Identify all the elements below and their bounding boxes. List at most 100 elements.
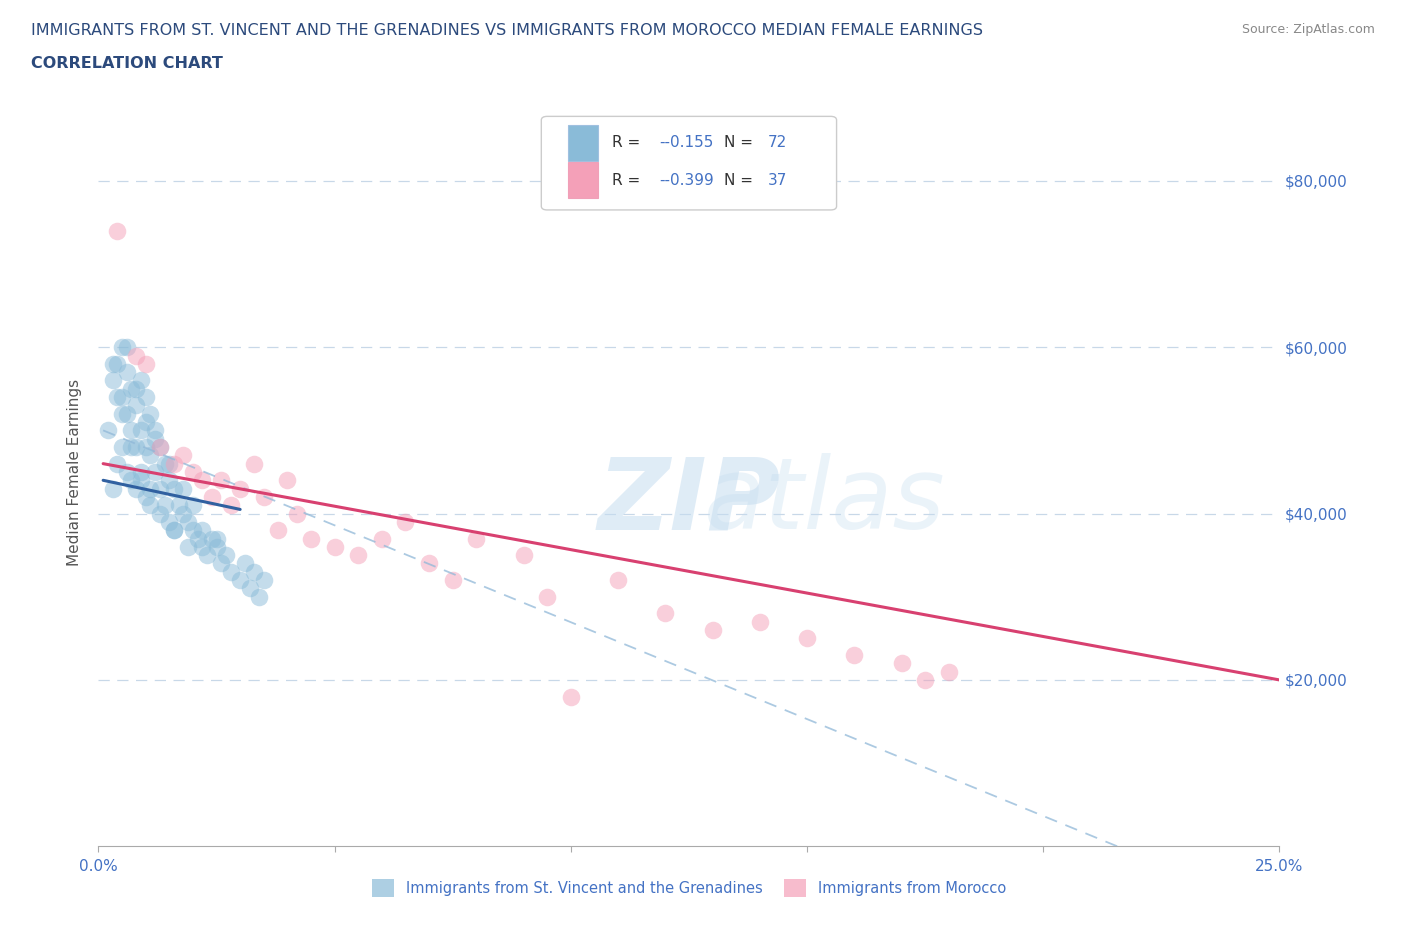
Point: [654, 606, 676, 621]
Point: [135, 356, 157, 371]
Point: [938, 664, 960, 679]
Point: [149, 440, 172, 455]
Point: [243, 457, 266, 472]
Point: [163, 523, 186, 538]
Point: [172, 506, 194, 521]
Point: [702, 622, 724, 637]
Point: [143, 432, 166, 446]
Point: [163, 481, 186, 496]
Text: --0.399: --0.399: [659, 172, 714, 188]
Point: [139, 406, 162, 421]
Point: [125, 481, 148, 496]
Point: [129, 423, 152, 438]
Point: [139, 448, 162, 463]
Point: [201, 531, 224, 546]
Point: [167, 498, 190, 512]
Point: [177, 514, 200, 529]
Point: [111, 440, 134, 455]
Text: IMMIGRANTS FROM ST. VINCENT AND THE GRENADINES VS IMMIGRANTS FROM MOROCCO MEDIAN: IMMIGRANTS FROM ST. VINCENT AND THE GREN…: [31, 23, 983, 38]
Point: [247, 590, 270, 604]
Point: [121, 423, 143, 438]
Point: [135, 390, 157, 405]
Point: [125, 398, 148, 413]
Point: [149, 440, 172, 455]
Point: [129, 373, 152, 388]
Point: [394, 514, 416, 529]
Point: [153, 457, 176, 472]
Point: [121, 381, 143, 396]
Point: [276, 472, 298, 487]
Point: [101, 373, 124, 388]
Point: [215, 548, 238, 563]
Point: [101, 356, 124, 371]
Point: [135, 489, 157, 504]
Point: [243, 565, 266, 579]
Point: [157, 514, 180, 529]
Point: [153, 498, 176, 512]
Point: [195, 548, 218, 563]
Point: [209, 472, 232, 487]
Point: [105, 223, 128, 238]
Point: [191, 472, 214, 487]
Point: [607, 573, 630, 588]
Text: ZIP: ZIP: [598, 454, 780, 551]
Point: [111, 406, 134, 421]
Text: R =: R =: [612, 172, 645, 188]
Point: [129, 472, 152, 487]
Point: [796, 631, 818, 645]
Point: [844, 647, 866, 662]
Point: [205, 539, 228, 554]
Point: [219, 498, 242, 512]
Point: [177, 539, 200, 554]
Point: [299, 531, 322, 546]
Point: [441, 573, 464, 588]
Point: [181, 523, 204, 538]
Y-axis label: Median Female Earnings: Median Female Earnings: [67, 379, 83, 565]
Point: [143, 423, 166, 438]
Point: [914, 672, 936, 687]
Point: [191, 539, 214, 554]
Point: [125, 440, 148, 455]
Point: [181, 498, 204, 512]
Point: [181, 465, 204, 480]
Text: N =: N =: [724, 135, 758, 150]
Point: [135, 440, 157, 455]
Point: [125, 381, 148, 396]
Point: [105, 457, 128, 472]
Point: [239, 581, 262, 596]
FancyBboxPatch shape: [568, 162, 598, 198]
Point: [115, 406, 138, 421]
Point: [163, 457, 186, 472]
Point: [157, 472, 180, 487]
Point: [209, 556, 232, 571]
FancyBboxPatch shape: [568, 125, 598, 161]
Point: [115, 465, 138, 480]
Point: [229, 573, 252, 588]
Point: [149, 481, 172, 496]
Point: [172, 481, 194, 496]
Point: [418, 556, 440, 571]
Point: [111, 390, 134, 405]
Point: [465, 531, 488, 546]
Point: [285, 506, 308, 521]
Point: [201, 489, 224, 504]
Point: [115, 365, 138, 379]
Text: Source: ZipAtlas.com: Source: ZipAtlas.com: [1241, 23, 1375, 36]
Point: [219, 565, 242, 579]
Point: [111, 339, 134, 354]
Point: [157, 457, 180, 472]
Point: [139, 498, 162, 512]
Text: CORRELATION CHART: CORRELATION CHART: [31, 56, 222, 71]
Point: [512, 548, 534, 563]
Point: [536, 590, 558, 604]
Point: [253, 489, 276, 504]
Point: [253, 573, 276, 588]
Point: [233, 556, 256, 571]
Point: [371, 531, 394, 546]
Point: [890, 656, 912, 671]
Text: 37: 37: [768, 172, 787, 188]
Point: [129, 465, 152, 480]
Point: [125, 348, 148, 363]
Text: N =: N =: [724, 172, 758, 188]
Text: atlas: atlas: [704, 454, 946, 551]
